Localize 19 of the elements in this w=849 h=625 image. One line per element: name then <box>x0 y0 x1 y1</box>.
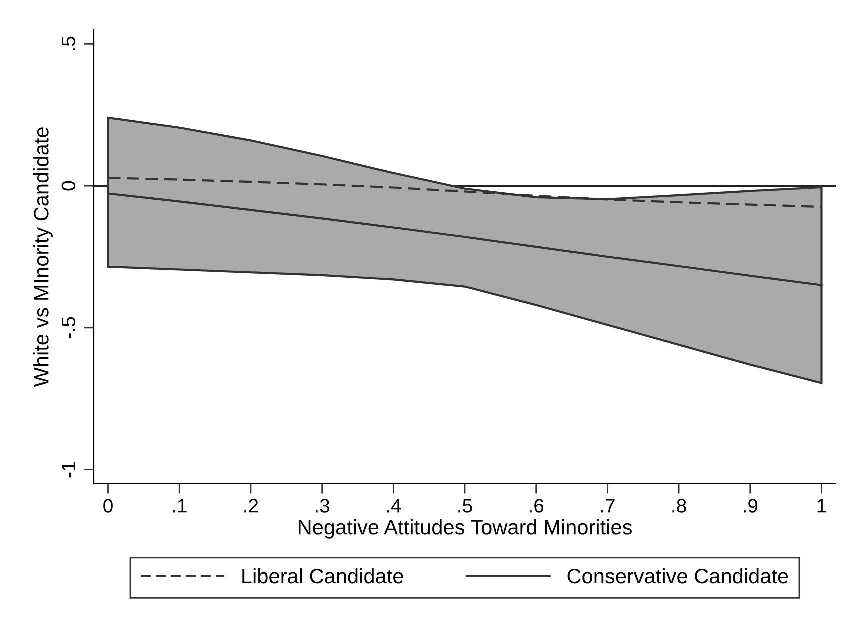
x-tick-label: .1 <box>173 499 187 513</box>
y-tick-label: -.5 <box>62 317 76 338</box>
y-tick-label: -1 <box>62 462 76 478</box>
legend-label: Liberal Candidate <box>242 568 404 584</box>
y-axis-title: White vs MInority Candidate <box>34 128 53 388</box>
x-tick-label: .7 <box>601 499 615 513</box>
y-tick-label: 0 <box>62 181 76 191</box>
y-tick-label: .5 <box>62 36 76 51</box>
x-tick-label: .2 <box>244 499 258 513</box>
x-tick-label: .6 <box>530 499 544 513</box>
x-tick-label: .5 <box>458 499 472 513</box>
x-tick-label: 0 <box>104 499 113 513</box>
x-tick-label: .3 <box>316 499 330 513</box>
x-tick-label: .8 <box>672 499 686 513</box>
x-tick-label: .9 <box>744 499 758 513</box>
x-tick-label: 1 <box>818 499 826 513</box>
legend-label: Conservative Candidate <box>568 568 788 584</box>
x-axis-title: Negative Attitudes Toward Minorities <box>299 519 632 539</box>
x-tick-label: .4 <box>387 499 402 513</box>
